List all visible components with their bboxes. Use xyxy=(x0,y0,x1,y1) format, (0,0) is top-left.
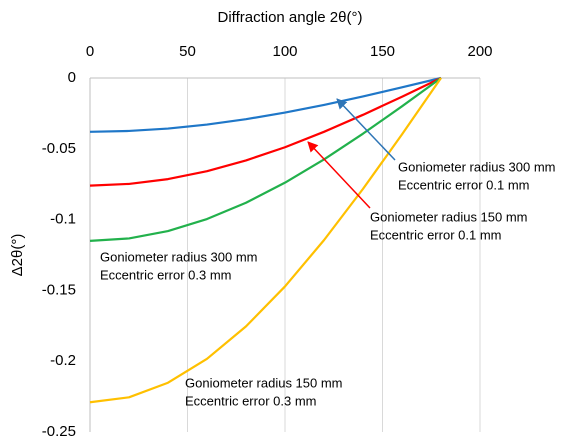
y-tick-label: 0 xyxy=(68,69,76,86)
y-tick-label: -0.1 xyxy=(50,211,76,228)
x-axis-title: Diffraction angle 2θ(°) xyxy=(218,9,363,26)
series-line xyxy=(89,77,442,187)
y-axis-title: Δ2θ(°) xyxy=(9,234,26,277)
annotation: Eccentric error 0.1 mm xyxy=(370,227,501,242)
annotation: Eccentric error 0.3 mm xyxy=(100,267,231,282)
x-tick-label: 200 xyxy=(467,43,492,60)
x-tick-label: 100 xyxy=(272,43,297,60)
series-line xyxy=(89,77,442,242)
annotation-arrow xyxy=(307,141,371,209)
annotation: Goniometer radius 300 mm xyxy=(100,249,258,264)
annotation: Eccentric error 0.3 mm xyxy=(185,393,316,408)
annotation: Eccentric error 0.1 mm xyxy=(398,177,529,192)
annotation-arrow xyxy=(336,98,396,161)
annotation: Goniometer radius 150 mm xyxy=(185,375,343,390)
x-tick-label: 150 xyxy=(370,43,395,60)
y-tick-label: -0.15 xyxy=(42,281,76,298)
y-tick-label: -0.25 xyxy=(42,423,76,437)
annotation: Goniometer radius 150 mm xyxy=(370,209,528,224)
x-tick-label: 0 xyxy=(86,43,94,60)
series-line xyxy=(89,76,442,133)
annotation: Goniometer radius 300 mm xyxy=(398,159,556,174)
y-tick-label: -0.05 xyxy=(42,140,76,157)
series-line xyxy=(89,77,442,404)
y-tick-label: -0.2 xyxy=(50,352,76,369)
x-tick-label: 50 xyxy=(179,43,196,60)
